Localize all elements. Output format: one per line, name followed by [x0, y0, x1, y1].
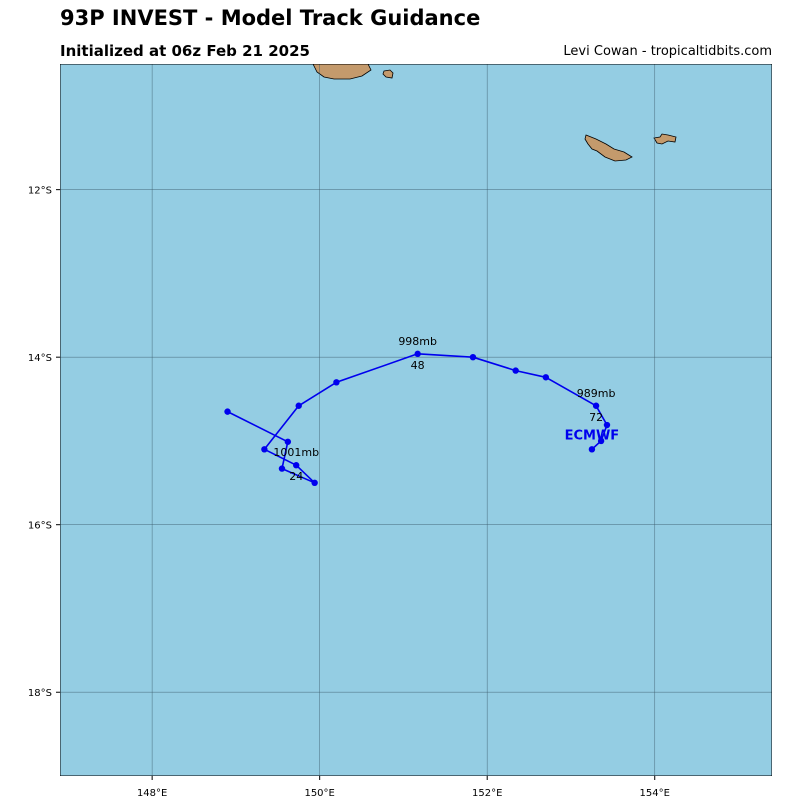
track-point: [278, 465, 286, 472]
forecast-hour-label: 48: [411, 359, 425, 372]
init-time-subtitle: Initialized at 06z Feb 21 2025: [60, 42, 310, 60]
graticule: [60, 64, 772, 776]
pressure-label: 989mb: [577, 387, 616, 400]
lon-tick-label: 150°E: [304, 788, 334, 799]
pressure-label: 1001mb: [273, 446, 319, 459]
axis-ticks: 148°E 150°E 152°E 154°E 12°S 14°S 16°S 18°S: [28, 186, 670, 799]
track-point: [333, 379, 340, 386]
island-north-large: [312, 64, 372, 80]
track-point: [293, 462, 300, 469]
model-name-label: ECMWF: [565, 428, 620, 443]
track-point: [295, 402, 302, 409]
track-point: [592, 402, 600, 409]
credit-text: Levi Cowan - tropicaltidbits.com: [563, 44, 772, 59]
track-point: [284, 438, 292, 445]
page-title: 93P INVEST - Model Track Guidance: [60, 6, 481, 30]
lon-tick-label: 152°E: [472, 788, 502, 799]
model-tracks: 1001mb 24 998mb 48 989mb 72 ECMWF: [224, 335, 620, 487]
ocean-background: [60, 64, 772, 776]
track-point: [512, 367, 519, 374]
track-point: [603, 421, 611, 429]
forecast-hour-label: 72: [589, 411, 603, 424]
pressure-label: 998mb: [398, 335, 437, 348]
lat-tick-label: 16°S: [28, 521, 52, 532]
lon-tick-label: 154°E: [640, 788, 670, 799]
lat-tick-label: 12°S: [28, 186, 52, 197]
track-point: [261, 446, 268, 453]
track-point: [588, 446, 596, 453]
island-east-small: [653, 133, 677, 145]
forecast-hour-label: 24: [289, 470, 303, 483]
island-north-small: [382, 69, 394, 79]
island-east-large: [584, 134, 633, 162]
map-plot-area: 1001mb 24 998mb 48 989mb 72 ECMWF: [60, 64, 772, 776]
lon-tick-label: 148°E: [137, 788, 167, 799]
track-point: [224, 408, 231, 415]
lat-tick-label: 18°S: [28, 688, 52, 699]
track-point: [311, 479, 318, 487]
track-point: [469, 353, 477, 361]
lat-tick-label: 14°S: [28, 353, 52, 364]
track-point: [597, 437, 605, 445]
track-point: [542, 374, 550, 381]
track-line-ecmwf: [227, 352, 608, 484]
land-masses: [312, 64, 677, 162]
track-point: [414, 350, 421, 358]
